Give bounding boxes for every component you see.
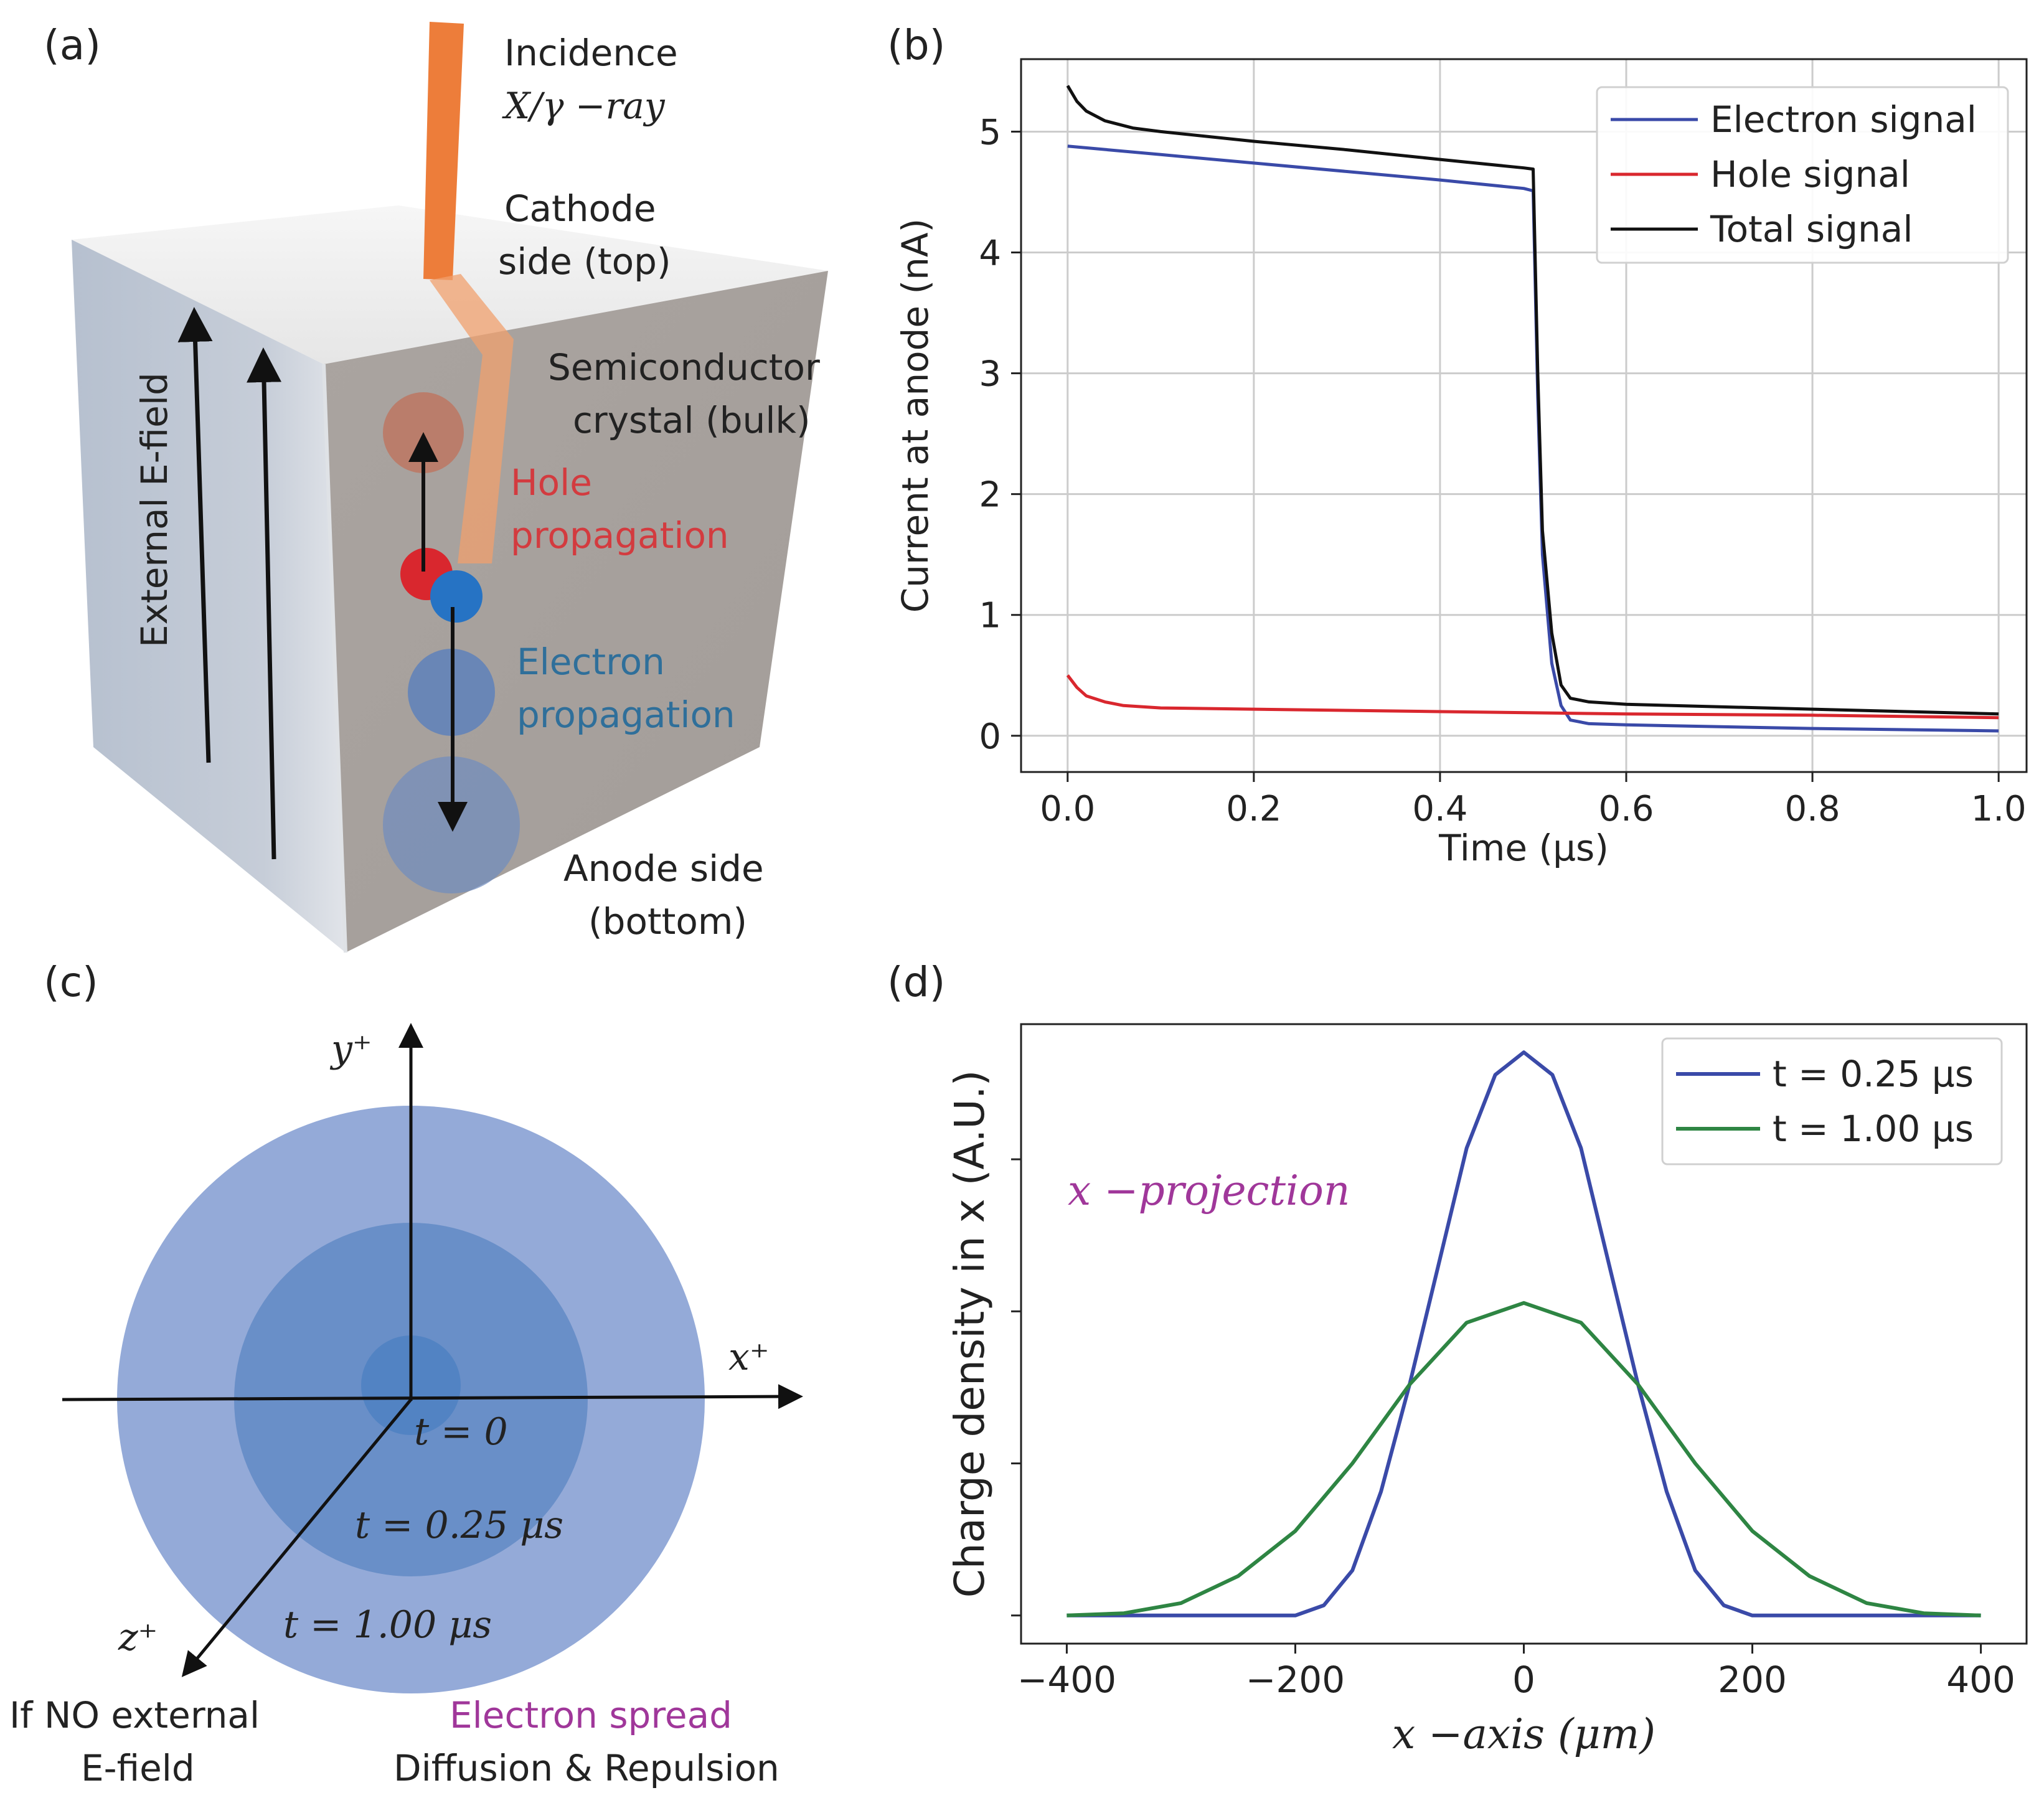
t100-label: t = 1.00 μs bbox=[283, 1603, 492, 1647]
anode-label-2: (bottom) bbox=[588, 900, 747, 943]
anode-label-1: Anode side bbox=[563, 847, 764, 890]
y-axis-title: Current at anode (nA) bbox=[894, 219, 936, 613]
legend-entry-2: Total signal bbox=[1710, 208, 1913, 250]
panel-a: (a) External E-field Incidence X/γ −ray … bbox=[44, 21, 828, 953]
legend-box bbox=[1596, 86, 2009, 264]
x-tick-label-4: 400 bbox=[1946, 1659, 2015, 1701]
electron-label-2: propagation bbox=[517, 694, 735, 736]
spread-title: Electron spread bbox=[450, 1694, 732, 1736]
chart-d: −400 −200 0 200 400 x −axis (μm) Charge densit… bbox=[946, 1023, 2028, 1758]
t0-label: t = 0 bbox=[414, 1410, 508, 1454]
crystal-edge bbox=[322, 364, 347, 953]
x-tick-label-1: −200 bbox=[1246, 1659, 1345, 1701]
panel-b-label: (b) bbox=[887, 21, 945, 69]
x-tick-label-3: 0.6 bbox=[1598, 789, 1654, 829]
x-tick-label-5: 1.0 bbox=[1971, 789, 2027, 829]
panel-c: (c) y⁺ x⁺ z⁺ t = 0 t = 0.25 μs t = 1.00 … bbox=[9, 958, 803, 1789]
x-axis-label: x⁺ bbox=[728, 1335, 770, 1379]
legend-entry-1: Hole signal bbox=[1710, 153, 1910, 195]
x-tick-label-0: 0.0 bbox=[1040, 789, 1095, 829]
y-tick-label-3: 3 bbox=[979, 354, 1001, 395]
x-axis-arrow bbox=[62, 1384, 803, 1410]
legend-box bbox=[1661, 1037, 2003, 1165]
incidence-label-1: Incidence bbox=[504, 32, 678, 74]
x-axis-title: x −axis (μm) bbox=[1392, 1710, 1655, 1758]
x-tick-label-2: 0 bbox=[1512, 1659, 1535, 1701]
y-tick-label-0: 0 bbox=[979, 717, 1001, 757]
legend-entry-0: t = 0.25 μs bbox=[1773, 1053, 1974, 1095]
incidence-label-2: X/γ −ray bbox=[502, 85, 666, 127]
spread-subtitle: Diffusion & Repulsion bbox=[393, 1747, 779, 1789]
efield-arrow-2 bbox=[247, 347, 282, 860]
cathode-label-2: side (top) bbox=[498, 240, 671, 283]
x-tick-label-1: 0.2 bbox=[1226, 789, 1281, 829]
semiconductor-label-1: Semiconductor bbox=[548, 346, 820, 388]
efield-label: External E-field bbox=[133, 372, 176, 647]
efield-arrow-1 bbox=[177, 307, 213, 763]
chart-b: 0.0 0.2 0.4 0.6 0.8 1.0 0 1 2 3 4 5 Time (μs) Current… bbox=[894, 58, 2028, 869]
cathode-label-1: Cathode bbox=[504, 187, 656, 230]
legend-entry-1: t = 1.00 μs bbox=[1773, 1108, 1974, 1150]
x-tick-label-3: 200 bbox=[1718, 1659, 1787, 1701]
z-axis-label: z⁺ bbox=[118, 1616, 158, 1659]
crystal-left-face bbox=[72, 240, 346, 953]
no-field-label-2: E-field bbox=[81, 1747, 195, 1789]
projection-annotation: x −projection bbox=[1068, 1167, 1350, 1215]
y-axis-title: Charge density in x (A.U.) bbox=[946, 1070, 994, 1598]
series-line-0 bbox=[1067, 1050, 1981, 1617]
plot-frame bbox=[1020, 58, 2028, 773]
x-tick-label-0: −400 bbox=[1017, 1659, 1116, 1701]
hole-label-1: Hole bbox=[511, 461, 592, 504]
electron-label-1: Electron bbox=[517, 641, 665, 683]
panel-d: (d) −400 −200 0 200 400 x −axis (μm) Charge de… bbox=[887, 958, 2028, 1758]
x-tick-label-2: 0.4 bbox=[1412, 789, 1467, 829]
no-field-label-1: If NO external bbox=[9, 1694, 260, 1736]
panel-a-label: (a) bbox=[44, 21, 101, 69]
x-axis-title: Time (μs) bbox=[1438, 827, 1609, 869]
z-axis-arrow bbox=[181, 1398, 412, 1677]
electron-dot bbox=[430, 570, 483, 623]
series-line-2 bbox=[1066, 85, 1999, 716]
y-tick-label-4: 4 bbox=[979, 233, 1001, 274]
y-axis-label: y⁺ bbox=[329, 1027, 372, 1071]
legend-entry-0: Electron signal bbox=[1710, 98, 1977, 141]
panel-d-label: (d) bbox=[887, 958, 945, 1006]
hole-label-2: propagation bbox=[511, 514, 729, 557]
x-tick-label-4: 0.8 bbox=[1785, 789, 1840, 829]
ray-path-in-crystal bbox=[430, 274, 514, 563]
y-tick-label-1: 1 bbox=[979, 596, 1001, 636]
panel-c-label: (c) bbox=[44, 958, 98, 1006]
t025-label: t = 0.25 μs bbox=[355, 1504, 563, 1547]
panel-b: (b) 0.0 0.2 0.4 0.6 0.8 1.0 0 1 2 3 4 5 Time (μs) Cur… bbox=[887, 21, 2028, 869]
y-tick-label-5: 5 bbox=[979, 112, 1001, 153]
semiconductor-label-2: crystal (bulk) bbox=[573, 399, 811, 441]
y-tick-label-2: 2 bbox=[979, 475, 1001, 515]
series-line-1 bbox=[1067, 1301, 1981, 1617]
series-line-1 bbox=[1066, 674, 1999, 720]
incident-ray bbox=[423, 22, 464, 280]
